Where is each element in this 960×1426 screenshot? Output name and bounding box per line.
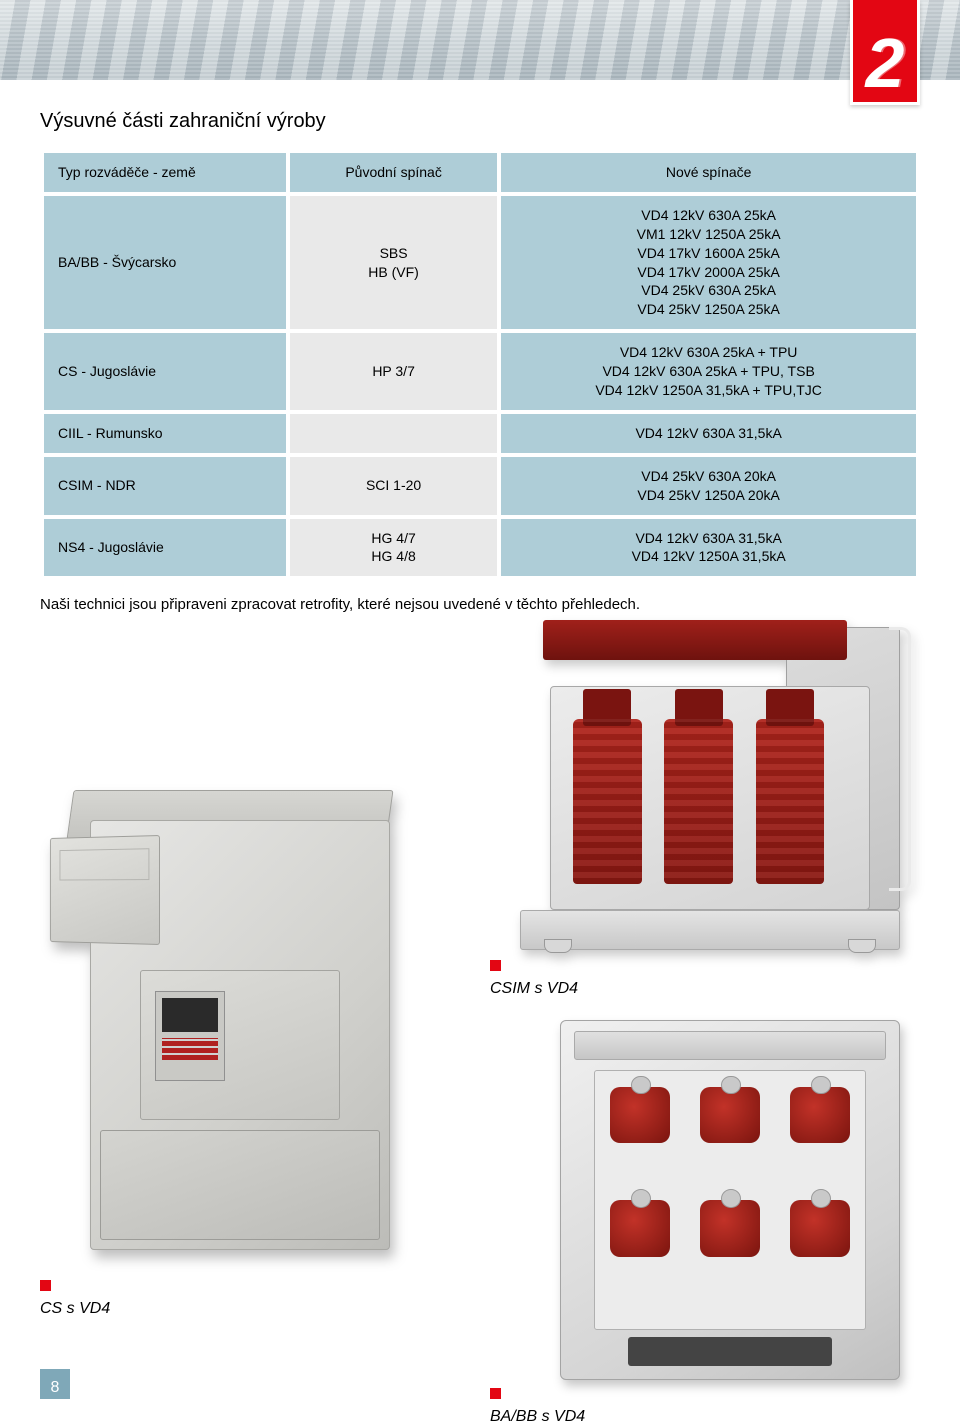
bullet-icon xyxy=(40,1280,51,1291)
breaker-base xyxy=(520,910,900,950)
retrofit-table: Typ rozváděče - země Původní spínač Nové… xyxy=(40,149,920,580)
breaker-top-bus xyxy=(543,620,847,660)
cell-c1: BA/BB - Švýcarsko xyxy=(44,196,286,329)
cell-c2: HG 4/7 HG 4/8 xyxy=(290,519,497,577)
label-babb: BA/BB s VD4 xyxy=(490,1388,585,1426)
label-csim-text: CSIM s VD4 xyxy=(490,980,578,998)
bushing xyxy=(700,1200,759,1257)
images-area: CSIM s VD4 CS s VD4 BA/BB s VD4 xyxy=(0,620,960,1419)
illustration-babb-enclosure xyxy=(560,1020,900,1380)
table-row: CSIM - NDRSCI 1-20VD4 25kV 630A 20kA VD4… xyxy=(44,457,916,515)
cell-c2: SCI 1-20 xyxy=(290,457,497,515)
header-photo-strip xyxy=(0,0,960,80)
label-cs: CS s VD4 xyxy=(40,1280,110,1318)
table-header-row: Typ rozváděče - země Původní spínač Nové… xyxy=(44,153,916,192)
cell-c3: VD4 12kV 630A 25kA + TPU VD4 12kV 630A 2… xyxy=(501,333,916,410)
th-country: Typ rozváděče - země xyxy=(44,153,286,192)
label-babb-text: BA/BB s VD4 xyxy=(490,1408,585,1426)
cell-c1: CIIL - Rumunsko xyxy=(44,414,286,453)
cabinet-mid-panel xyxy=(140,970,340,1120)
bushing xyxy=(610,1087,669,1144)
bushing-row-bottom xyxy=(595,1200,865,1257)
breaker-pole xyxy=(573,719,641,884)
th-new: Nové spínače xyxy=(501,153,916,192)
illustration-cs-cabinet xyxy=(40,760,410,1260)
cabinet-relay-display xyxy=(155,991,225,1081)
breaker-wheel xyxy=(848,939,876,953)
cabinet-lower-panel xyxy=(100,1130,380,1240)
cell-c1: NS4 - Jugoslávie xyxy=(44,519,286,577)
label-csim: CSIM s VD4 xyxy=(490,960,578,998)
cell-c1: CS - Jugoslávie xyxy=(44,333,286,410)
breaker-cable xyxy=(889,627,912,891)
cell-c1: CSIM - NDR xyxy=(44,457,286,515)
page-number: 8 xyxy=(40,1369,70,1399)
footnote: Naši technici jsou připraveni zpracovat … xyxy=(40,596,920,613)
th-original: Původní spínač xyxy=(290,153,497,192)
cell-c3: VD4 25kV 630A 20kA VD4 25kV 1250A 20kA xyxy=(501,457,916,515)
table-row: NS4 - JugoslávieHG 4/7 HG 4/8VD4 12kV 63… xyxy=(44,519,916,577)
cell-c2: HP 3/7 xyxy=(290,333,497,410)
cell-c3: VD4 12kV 630A 31,5kA xyxy=(501,414,916,453)
bullet-icon xyxy=(490,1388,501,1399)
bushing xyxy=(790,1200,849,1257)
cell-c2 xyxy=(290,414,497,453)
table-body: BA/BB - ŠvýcarskoSBS HB (VF)VD4 12kV 630… xyxy=(44,196,916,576)
table-row: BA/BB - ŠvýcarskoSBS HB (VF)VD4 12kV 630… xyxy=(44,196,916,329)
bushing xyxy=(700,1087,759,1144)
enclosure-slot xyxy=(628,1337,832,1366)
table-row: CIIL - Rumunsko VD4 12kV 630A 31,5kA xyxy=(44,414,916,453)
chapter-badge: 2 xyxy=(850,0,920,105)
chapter-number: 2 xyxy=(866,28,905,98)
breaker-pole xyxy=(756,719,824,884)
bushing-row-top xyxy=(595,1087,865,1144)
cell-c3: VD4 12kV 630A 25kA VM1 12kV 1250A 25kA V… xyxy=(501,196,916,329)
bushing xyxy=(610,1200,669,1257)
breaker-pole xyxy=(664,719,732,884)
table-row: CS - JugoslávieHP 3/7VD4 12kV 630A 25kA … xyxy=(44,333,916,410)
enclosure-inner xyxy=(594,1070,866,1329)
bullet-icon xyxy=(490,960,501,971)
breaker-wheel xyxy=(544,939,572,953)
main-content: Výsuvné části zahraniční výroby Typ rozv… xyxy=(0,80,960,613)
label-cs-text: CS s VD4 xyxy=(40,1300,110,1318)
illustration-csim-breaker xyxy=(520,620,900,950)
cabinet-drawer xyxy=(50,835,160,945)
cell-c3: VD4 12kV 630A 31,5kA VD4 12kV 1250A 31,5… xyxy=(501,519,916,577)
page-number-text: 8 xyxy=(51,1379,60,1397)
page-title: Výsuvné části zahraniční výroby xyxy=(40,110,920,133)
enclosure-top-bar xyxy=(574,1031,887,1060)
bushing xyxy=(790,1087,849,1144)
cell-c2: SBS HB (VF) xyxy=(290,196,497,329)
